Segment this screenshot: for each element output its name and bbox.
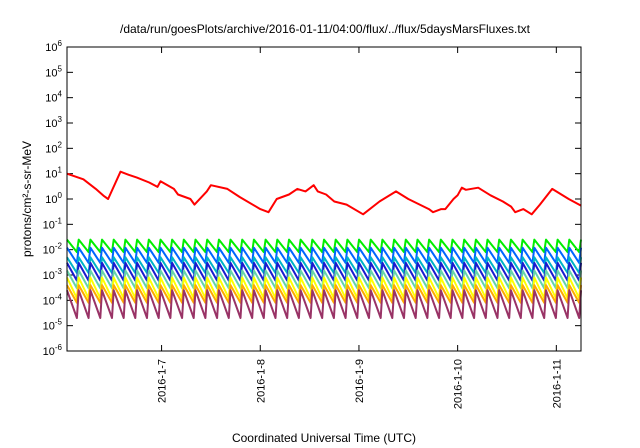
y-tick-label: 105 [45,64,62,79]
x-axis-label: Coordinated Universal Time (UTC) [232,431,416,445]
y-tick-label: 10-4 [43,292,63,307]
series-line-2 [66,246,582,264]
x-tick-label: 2016-1-11 [551,359,563,408]
y-tick-label: 10-6 [43,343,63,358]
y-tick-label: 10-2 [43,242,63,257]
x-tick-label: 2016-1-8 [255,359,267,403]
y-tick-label: 101 [45,166,62,181]
y-tick-label: 10-1 [43,216,63,231]
x-axis-ticks: 2016-1-7 2016-1-8 2016-1-9 2016-1-10 2016-1-… [157,47,563,409]
y-tick-label: 103 [45,115,62,130]
y-axis-label: protons/cm²-s-sr-MeV [20,141,34,257]
x-tick-label: 2016-1-9 [354,359,366,403]
y-tick-label: 102 [45,140,62,155]
x-tick-label: 2016-1-10 [453,359,465,409]
series-line-8 [66,289,582,319]
chart-title: /data/run/goesPlots/archive/2016-01-11/0… [120,22,531,36]
series-line-1 [66,238,582,254]
series-group [66,170,582,319]
y-tick-label: 106 [45,39,62,54]
series-line-red [66,170,582,216]
y-tick-label: 10-5 [43,318,63,333]
y-tick-label: 10-3 [43,267,63,282]
x-tick-label: 2016-1-7 [157,359,169,403]
y-tick-label: 100 [45,191,62,206]
plot-frame [66,46,582,352]
y-tick-label: 104 [45,90,62,105]
